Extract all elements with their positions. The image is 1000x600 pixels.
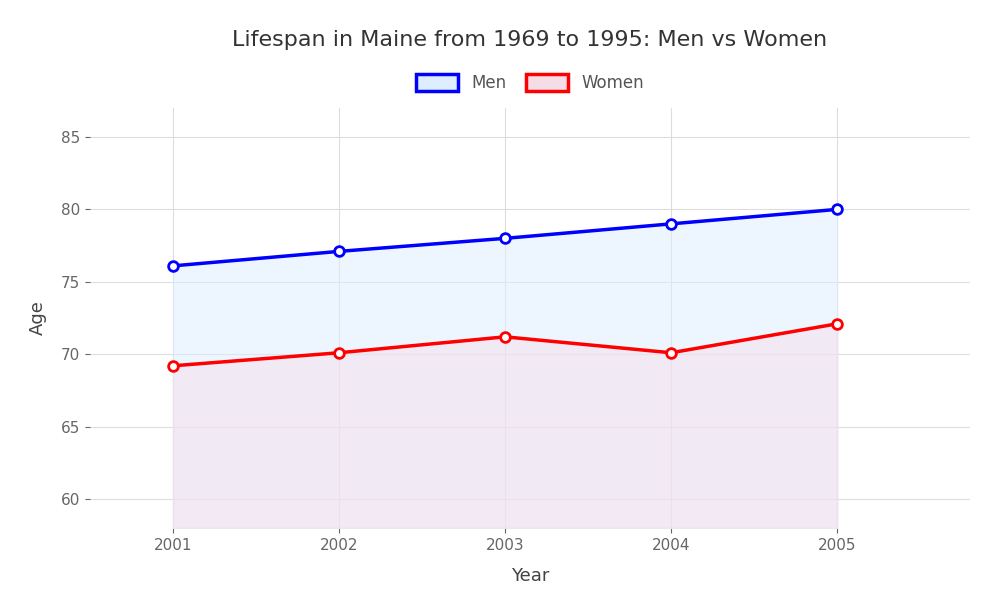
Y-axis label: Age: Age	[29, 301, 47, 335]
Legend: Men, Women: Men, Women	[408, 66, 652, 101]
X-axis label: Year: Year	[511, 566, 549, 584]
Title: Lifespan in Maine from 1969 to 1995: Men vs Women: Lifespan in Maine from 1969 to 1995: Men…	[232, 29, 828, 49]
